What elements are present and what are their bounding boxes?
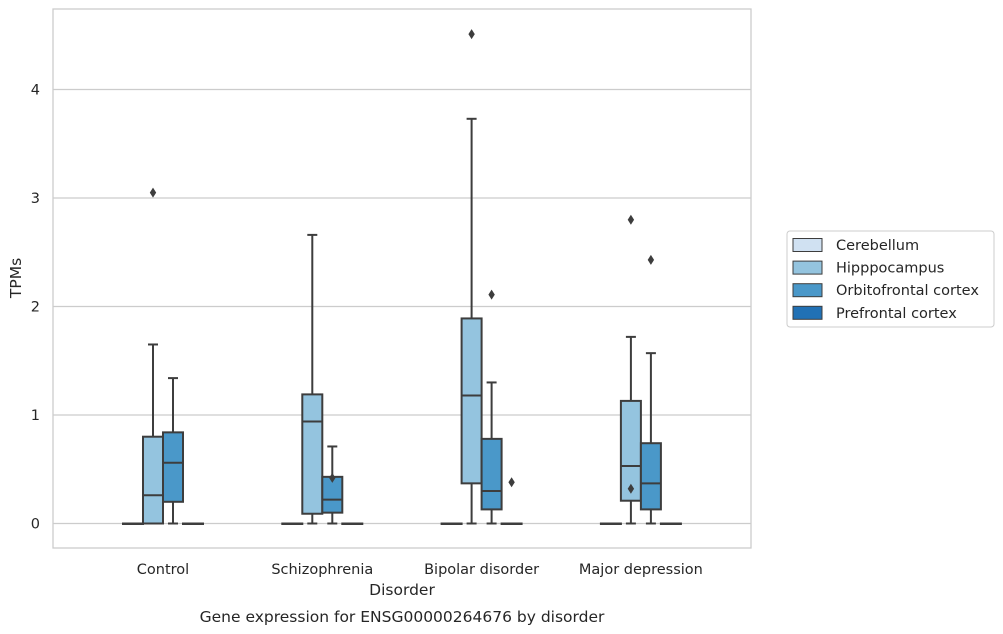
y-tick-label: 4 bbox=[31, 83, 40, 99]
box-iqr bbox=[639, 442, 662, 511]
box-group bbox=[599, 522, 622, 525]
y-tick-label: 1 bbox=[31, 408, 40, 424]
y-tick-label: 3 bbox=[31, 191, 40, 207]
chart-caption: Gene expression for ENSG00000264676 by d… bbox=[200, 608, 605, 626]
x-tick-label: Major depression bbox=[579, 562, 703, 578]
box-group bbox=[480, 289, 503, 525]
box-group bbox=[122, 522, 144, 525]
box-iqr bbox=[460, 317, 483, 485]
box-group bbox=[281, 522, 304, 525]
legend-swatch bbox=[792, 283, 823, 298]
y-tick-label: 0 bbox=[31, 517, 40, 533]
box-group bbox=[301, 233, 324, 525]
box-group bbox=[142, 187, 164, 525]
box-layer bbox=[122, 29, 682, 525]
box-iqr bbox=[162, 431, 184, 503]
box-iqr bbox=[142, 435, 164, 525]
legend-label: Cerebellum bbox=[836, 238, 919, 254]
box-group bbox=[440, 522, 463, 525]
outlier-marker bbox=[508, 477, 515, 488]
x-tick-label: Bipolar disorder bbox=[424, 562, 539, 578]
x-tick-label: Schizophrenia bbox=[271, 562, 373, 578]
outlier-marker bbox=[647, 254, 655, 265]
box-group bbox=[639, 254, 662, 525]
box-group bbox=[162, 377, 184, 525]
legend-label: Prefrontal cortex bbox=[836, 306, 957, 322]
legend-swatch bbox=[792, 238, 823, 252]
legend-swatch bbox=[792, 305, 823, 320]
box-group bbox=[341, 522, 364, 525]
box-group bbox=[659, 522, 682, 525]
box-group bbox=[321, 445, 344, 525]
y-axis-label: TPMs bbox=[7, 258, 25, 299]
box-group bbox=[500, 477, 523, 525]
box-group bbox=[460, 29, 483, 525]
outlier-marker bbox=[149, 187, 157, 198]
y-tick-label: 2 bbox=[31, 300, 40, 316]
legend-swatch bbox=[792, 260, 823, 275]
box-group bbox=[182, 522, 204, 525]
x-tick-labels: Control Schizophrenia Bipolar disorder Majo… bbox=[137, 562, 703, 578]
outlier-marker bbox=[329, 472, 336, 483]
legend-label: Hipppocampus bbox=[836, 261, 944, 277]
legend-label: Orbitofrontal cortex bbox=[836, 283, 979, 299]
y-tick-labels: 0 1 2 3 4 bbox=[31, 83, 40, 533]
legend-frame bbox=[786, 230, 995, 328]
outlier-marker bbox=[627, 483, 635, 494]
box-iqr bbox=[480, 437, 503, 511]
outlier-marker bbox=[627, 214, 635, 225]
box-iqr bbox=[301, 393, 324, 515]
plot-area-frame bbox=[52, 8, 752, 549]
x-axis-label: Disorder bbox=[369, 581, 435, 599]
x-tick-label: Control bbox=[137, 562, 189, 578]
outlier-marker bbox=[468, 29, 475, 40]
legend: Cerebellum Hipppocampus Orbitofrontal cort… bbox=[786, 230, 995, 328]
outlier-marker bbox=[488, 289, 495, 300]
